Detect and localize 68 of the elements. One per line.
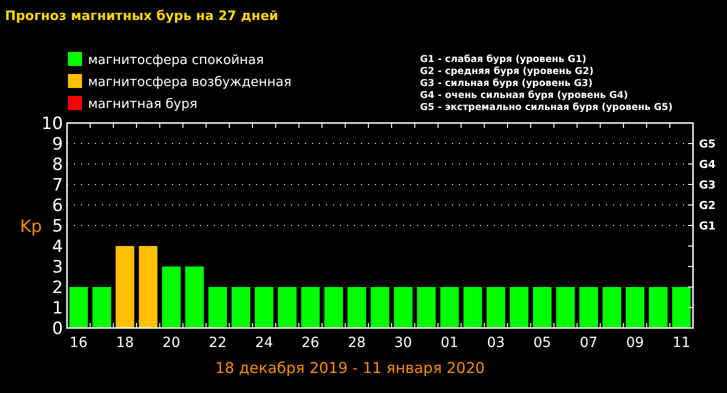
y-tick-label: 2 bbox=[52, 278, 63, 298]
ref-line-label: G1 bbox=[699, 220, 716, 232]
x-axis-title: 18 декабря 2019 - 11 января 2020 bbox=[215, 359, 485, 377]
text: G2 - средняя буря (уровень G2) bbox=[420, 66, 594, 77]
y-tick-label: 3 bbox=[52, 258, 63, 278]
y-tick-label: 10 bbox=[41, 114, 63, 134]
bar bbox=[463, 287, 482, 328]
bar bbox=[208, 287, 227, 328]
bar bbox=[301, 287, 320, 328]
x-tick-label: 16 bbox=[70, 335, 88, 351]
legend-label: магнитосфера спокойная bbox=[88, 53, 264, 68]
bar bbox=[232, 287, 250, 328]
x-tick-label: 03 bbox=[487, 335, 505, 351]
legend-label: магнитосфера возбужденная bbox=[88, 75, 292, 90]
bar bbox=[370, 287, 390, 328]
bar bbox=[579, 287, 598, 328]
bar bbox=[278, 287, 297, 328]
y-tick-label: 5 bbox=[52, 216, 63, 236]
bar bbox=[348, 287, 366, 328]
x-tick-label: 18 bbox=[116, 335, 134, 351]
legend-label: магнитная буря bbox=[88, 97, 198, 112]
y-tick-label: 6 bbox=[52, 196, 63, 216]
ref-line-label: G5 bbox=[699, 138, 716, 150]
y-axis-title: Kp bbox=[20, 217, 42, 237]
bar bbox=[324, 287, 343, 328]
bar bbox=[254, 287, 274, 328]
bar bbox=[533, 287, 552, 328]
bar bbox=[162, 266, 181, 328]
ref-line-label: G3 bbox=[699, 178, 716, 192]
x-tick-label: 01 bbox=[440, 335, 458, 351]
x-tick-label: 22 bbox=[208, 335, 227, 351]
y-tick-label: 9 bbox=[52, 134, 63, 154]
x-tick-label: 24 bbox=[255, 335, 274, 351]
y-tick-label: 8 bbox=[52, 155, 63, 175]
bar bbox=[417, 287, 436, 328]
x-tick-label: 07 bbox=[580, 335, 598, 351]
bar bbox=[69, 287, 88, 328]
ref-line-label: G2 bbox=[699, 199, 716, 212]
x-tick-label: 30 bbox=[394, 335, 412, 351]
bar bbox=[626, 287, 644, 328]
y-tick-label: 1 bbox=[52, 298, 63, 318]
bar bbox=[138, 246, 158, 328]
y-tick-label: 0 bbox=[52, 319, 63, 339]
y-tick-label: 4 bbox=[52, 237, 63, 257]
text: G1 - слабая буря (уровень G1) bbox=[420, 54, 586, 65]
bar bbox=[394, 287, 412, 328]
x-tick-label: 05 bbox=[533, 335, 552, 351]
text: G5 - экстремально сильная буря (уровень G5) bbox=[420, 102, 673, 113]
bar bbox=[602, 287, 622, 328]
x-tick-label: 09 bbox=[626, 335, 644, 351]
bar bbox=[116, 246, 134, 328]
bar bbox=[556, 287, 575, 328]
bar bbox=[648, 287, 668, 328]
bar bbox=[185, 266, 204, 328]
x-tick-label: 20 bbox=[162, 335, 180, 351]
ref-line-label: G4 bbox=[699, 158, 716, 171]
x-tick-label: 28 bbox=[348, 335, 366, 351]
x-tick-label: 26 bbox=[302, 335, 320, 351]
text: G4 - очень сильная буря (уровень G4) bbox=[420, 90, 628, 101]
bar bbox=[92, 287, 112, 328]
bar bbox=[486, 287, 506, 328]
y-tick-label: 7 bbox=[52, 176, 63, 196]
bar bbox=[672, 287, 691, 328]
bar bbox=[510, 287, 528, 328]
bar bbox=[440, 287, 459, 328]
chart-title: Прогноз магнитных бурь на 27 дней bbox=[5, 9, 278, 24]
x-tick-label: 11 bbox=[672, 335, 690, 351]
text: G3 - сильная буря (уровень G3) bbox=[420, 78, 593, 89]
